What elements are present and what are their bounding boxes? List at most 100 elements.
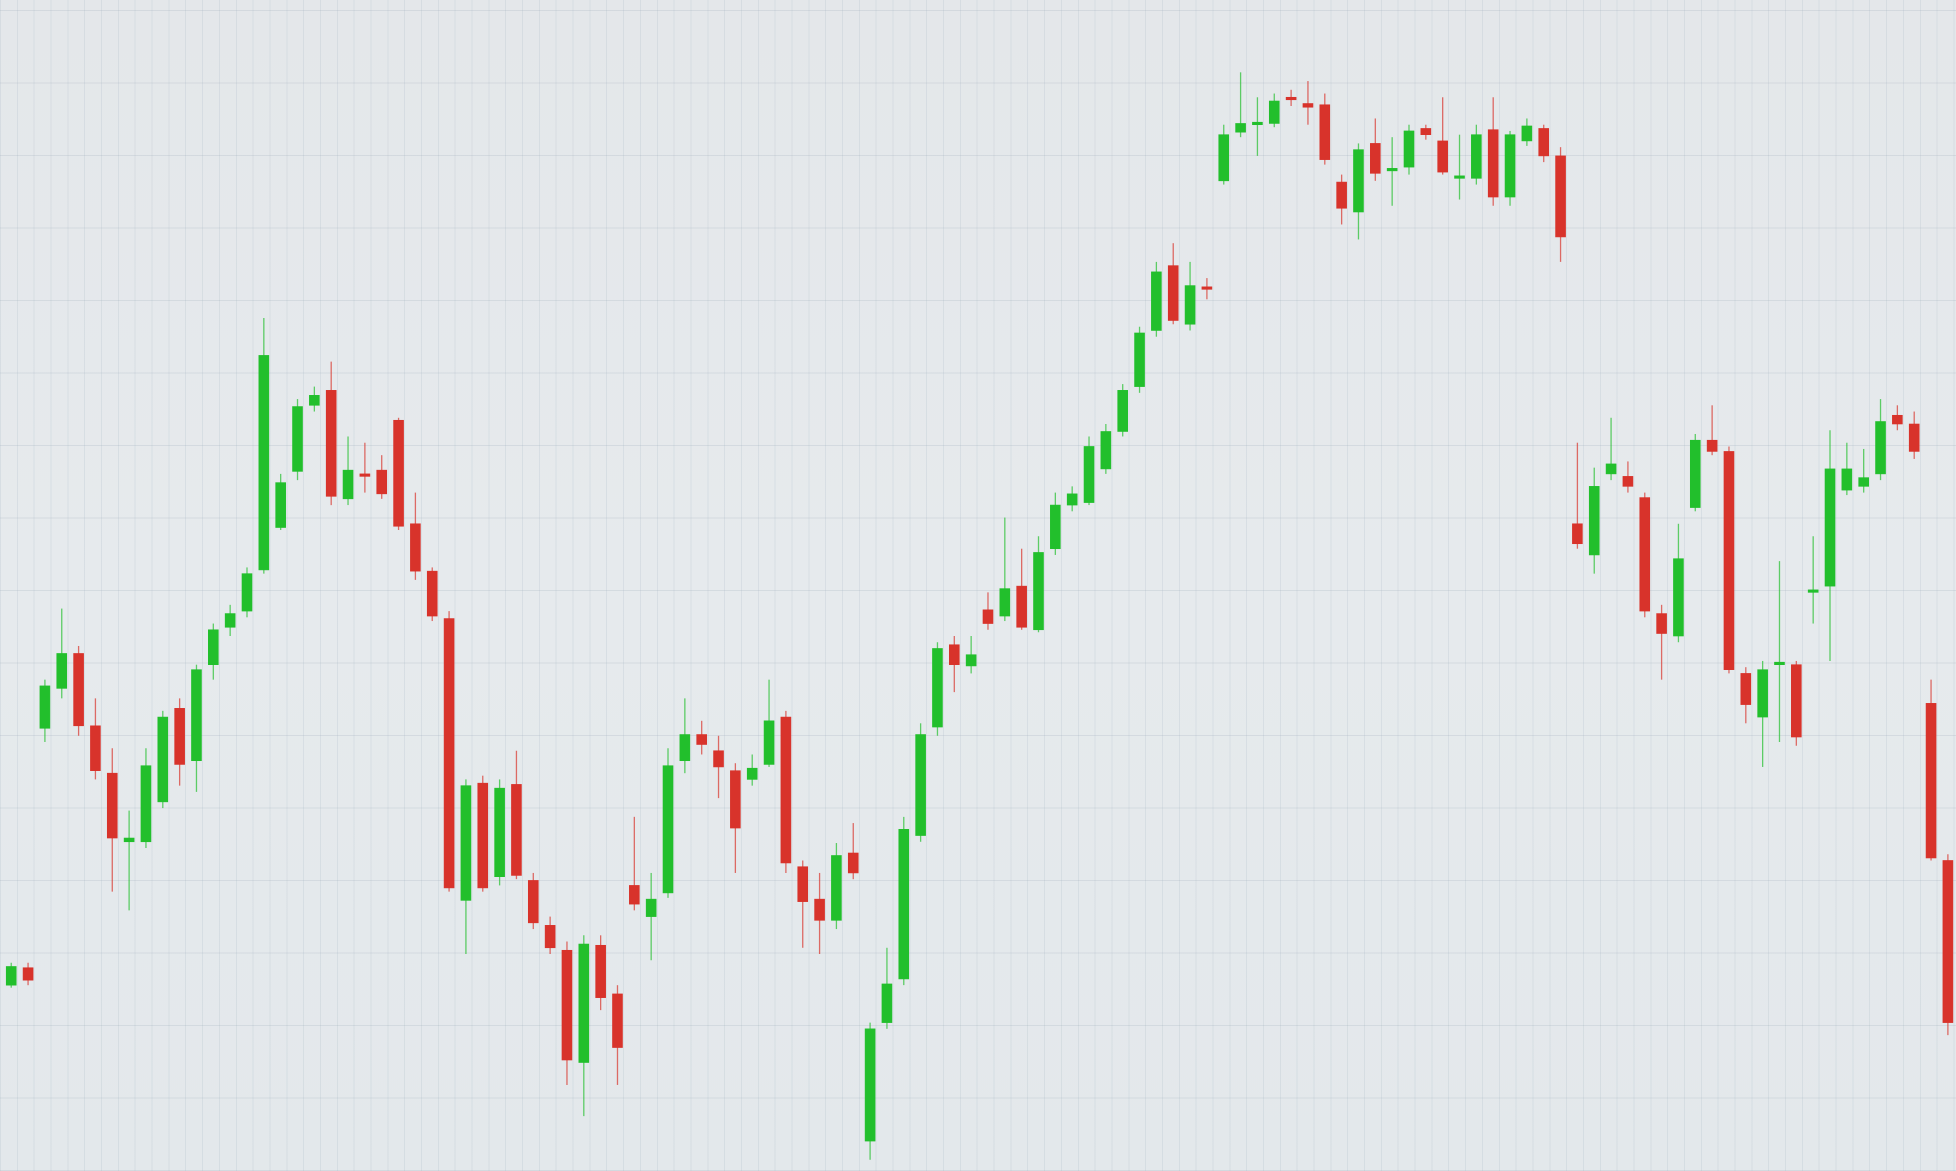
candle-body — [1386, 168, 1398, 172]
candle-body — [477, 782, 489, 889]
candle-body — [410, 523, 421, 572]
candle-body — [1437, 140, 1448, 173]
candle-body — [1656, 613, 1667, 634]
candle-body — [224, 613, 236, 628]
candle-body — [1134, 332, 1145, 387]
candle-body — [999, 588, 1011, 617]
candle-body — [494, 787, 505, 877]
candle-body — [292, 406, 303, 472]
candle-body — [595, 944, 606, 998]
candle-body — [1706, 439, 1718, 452]
candle-body — [1218, 134, 1230, 182]
candle-body — [1892, 414, 1903, 425]
candle-body — [1757, 669, 1768, 718]
candle-body — [1875, 421, 1886, 475]
candle-body — [1588, 486, 1600, 556]
candle-body — [1033, 552, 1044, 631]
candle-body — [1622, 476, 1634, 487]
candle-body — [1841, 468, 1853, 491]
candle-body — [1740, 673, 1752, 705]
candle-body — [1791, 664, 1802, 738]
candle-body — [982, 609, 994, 624]
candle-body — [1353, 149, 1364, 213]
candle-body — [1285, 96, 1297, 101]
candle-body — [1572, 523, 1583, 545]
candle-body — [847, 852, 859, 874]
candle-body — [22, 967, 34, 981]
candle-body — [1117, 390, 1129, 432]
candle-body — [713, 750, 724, 768]
candle-body — [511, 784, 522, 876]
candle-body — [1858, 477, 1869, 487]
candle-body — [275, 482, 286, 528]
candle-body — [1403, 130, 1415, 168]
candle-body — [814, 898, 825, 921]
candle-body — [1824, 468, 1836, 587]
candle-body — [90, 725, 101, 771]
candle-body — [1083, 446, 1095, 503]
candle-body — [1268, 100, 1280, 124]
candle-body — [1336, 181, 1347, 209]
candle-body — [1942, 860, 1954, 1023]
candle-body — [39, 685, 51, 729]
candle-body — [797, 866, 809, 902]
candle-body — [1908, 423, 1920, 452]
candle-body — [864, 1028, 876, 1142]
candle-body — [948, 644, 960, 665]
candle-body — [1050, 504, 1061, 550]
candle-body — [393, 419, 404, 527]
candle-body — [1302, 103, 1314, 108]
candle-body — [780, 716, 792, 864]
candle-body — [898, 829, 910, 980]
candle-body — [527, 880, 539, 924]
candle-body — [1471, 134, 1482, 179]
candle-body — [460, 785, 472, 901]
candle-body — [645, 898, 657, 917]
candle-body — [915, 734, 926, 836]
candle-body — [1235, 123, 1246, 133]
candle-body — [1673, 558, 1684, 637]
candle-body — [1538, 128, 1550, 157]
candle-body — [730, 770, 741, 829]
candle-body — [123, 837, 135, 843]
candle-body — [629, 885, 640, 905]
candle-body — [56, 653, 68, 689]
candle-body — [1605, 463, 1617, 475]
candle-body — [831, 855, 842, 921]
candle-body — [140, 765, 152, 843]
candle-body — [376, 469, 388, 495]
candle-body — [1723, 451, 1735, 670]
candle-body — [1016, 585, 1027, 628]
candle-body — [1807, 589, 1819, 593]
candle-body — [342, 469, 354, 500]
candle-body — [763, 720, 775, 765]
candle-body — [696, 734, 707, 745]
candle-body — [1504, 134, 1516, 198]
candle-body — [1066, 493, 1078, 506]
candle-body — [1521, 125, 1533, 142]
candle-body — [1639, 497, 1651, 612]
candle-body — [1555, 155, 1566, 238]
candle-body — [1774, 661, 1785, 665]
candle-body — [1454, 175, 1465, 179]
candle-body — [5, 966, 17, 986]
candle-body — [1370, 143, 1381, 174]
candle-body — [1487, 129, 1499, 198]
candle-body — [746, 767, 758, 780]
candle-body — [1201, 286, 1213, 290]
candle-body — [443, 618, 455, 889]
candle-body — [191, 669, 202, 762]
candle-body — [544, 925, 556, 949]
candle-body — [1689, 439, 1701, 508]
candle-body — [965, 654, 977, 667]
candle-body — [1319, 104, 1331, 160]
candle-body — [881, 983, 893, 1023]
candle-body — [1252, 121, 1263, 126]
candle-body — [578, 943, 590, 1063]
candle-body — [325, 390, 337, 497]
candle-body — [561, 949, 573, 1061]
candle-body — [679, 734, 691, 762]
